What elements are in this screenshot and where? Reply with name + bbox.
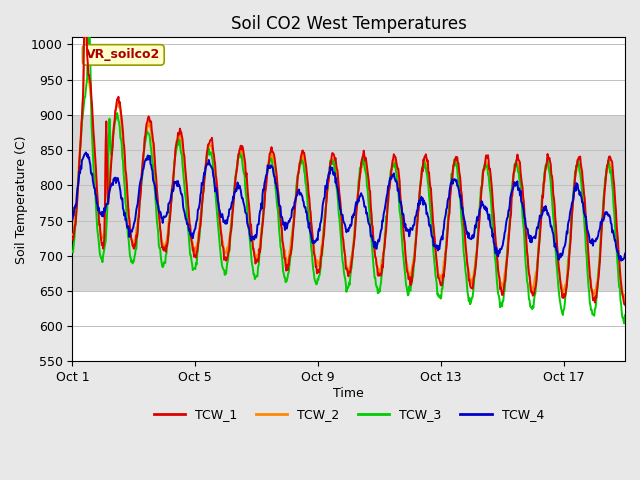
Title: Soil CO2 West Temperatures: Soil CO2 West Temperatures bbox=[231, 15, 467, 33]
TCW_2 bbox=[515, 167, 523, 173]
Line: TCW_3: TCW_3 bbox=[72, 27, 625, 324]
TCW_3 bbox=[199, 192, 207, 198]
TCW_2 bbox=[621, 300, 629, 306]
TCW_4 bbox=[199, 180, 207, 186]
TCW_1 bbox=[270, 152, 278, 158]
TCW_1 bbox=[515, 158, 523, 164]
TCW_4 bbox=[618, 258, 625, 264]
TCW_1 bbox=[382, 227, 390, 233]
TCW_3 bbox=[621, 312, 629, 318]
X-axis label: Time: Time bbox=[333, 387, 364, 400]
TCW_3 bbox=[68, 249, 76, 254]
TCW_3 bbox=[89, 151, 97, 156]
TCW_3 bbox=[382, 214, 390, 219]
TCW_4 bbox=[300, 199, 307, 204]
Line: TCW_4: TCW_4 bbox=[72, 153, 625, 261]
TCW_3 bbox=[621, 321, 628, 326]
TCW_2 bbox=[300, 160, 307, 166]
Line: TCW_2: TCW_2 bbox=[72, 0, 625, 303]
TCW_4 bbox=[270, 173, 278, 179]
TCW_1 bbox=[621, 302, 629, 308]
TCW_2 bbox=[199, 189, 207, 195]
Legend: TCW_1, TCW_2, TCW_3, TCW_4: TCW_1, TCW_2, TCW_3, TCW_4 bbox=[148, 403, 549, 426]
TCW_4 bbox=[621, 251, 629, 256]
TCW_4 bbox=[382, 197, 390, 203]
TCW_2 bbox=[382, 220, 390, 226]
TCW_3 bbox=[270, 169, 278, 175]
Bar bbox=[72, 115, 625, 291]
TCW_1 bbox=[199, 191, 207, 197]
TCW_1 bbox=[300, 150, 307, 156]
TCW_2 bbox=[89, 123, 97, 129]
TCW_3 bbox=[515, 177, 523, 183]
TCW_3 bbox=[85, 24, 93, 30]
TCW_1 bbox=[89, 118, 97, 123]
Text: VR_soilco2: VR_soilco2 bbox=[86, 48, 161, 61]
TCW_4 bbox=[89, 178, 97, 184]
TCW_4 bbox=[515, 186, 523, 192]
TCW_2 bbox=[68, 232, 76, 238]
TCW_2 bbox=[270, 159, 278, 165]
Line: TCW_1: TCW_1 bbox=[72, 0, 625, 305]
TCW_1 bbox=[68, 235, 76, 241]
Y-axis label: Soil Temperature (C): Soil Temperature (C) bbox=[15, 135, 28, 264]
TCW_4 bbox=[82, 150, 90, 156]
TCW_3 bbox=[300, 161, 307, 167]
TCW_4 bbox=[68, 217, 76, 223]
